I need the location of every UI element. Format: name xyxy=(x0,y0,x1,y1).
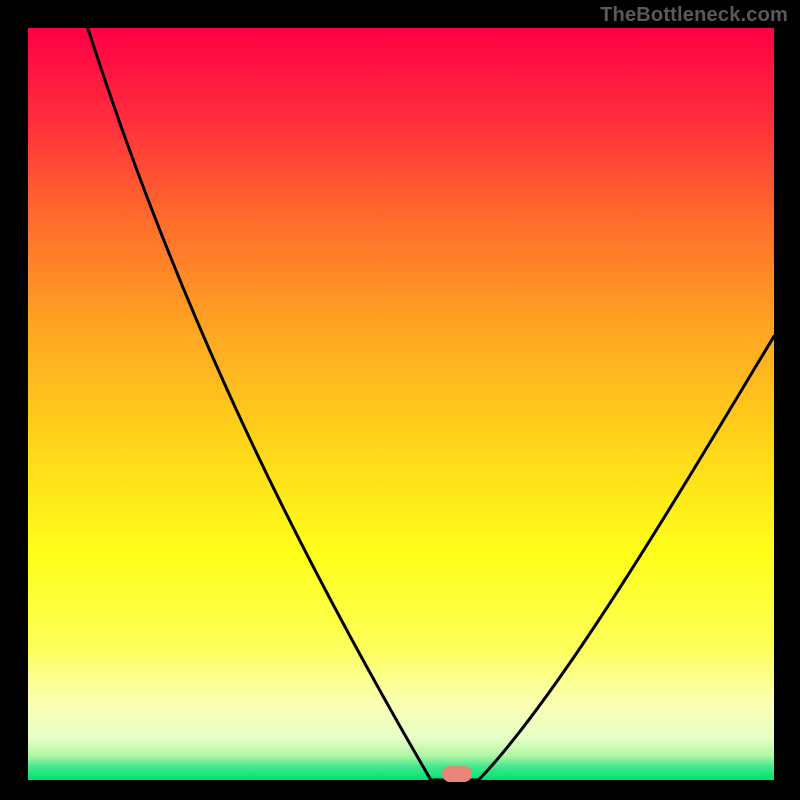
plot-area xyxy=(28,28,774,780)
watermark-text: TheBottleneck.com xyxy=(600,4,788,27)
chart-container: TheBottleneck.com xyxy=(0,0,800,800)
trough-marker xyxy=(442,766,472,782)
v-curve xyxy=(28,28,774,780)
